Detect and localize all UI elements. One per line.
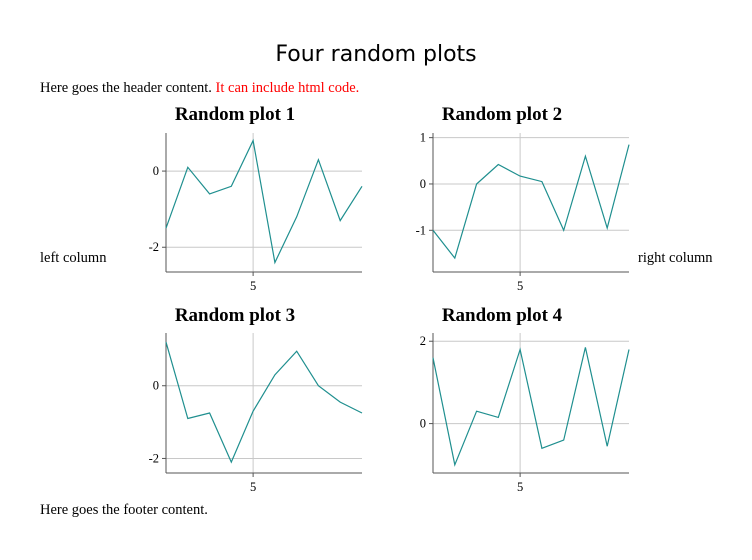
header-text: Here goes the header content. <box>40 80 212 96</box>
plot-3: Random plot 3 0 -2 5 <box>149 305 363 494</box>
y-tick-label: -2 <box>149 240 159 254</box>
y-tick-label: 0 <box>153 379 159 393</box>
plot-2: Random plot 2 1 0 -1 5 <box>416 104 630 293</box>
y-tick-label: 0 <box>153 164 159 178</box>
left-column-label: left column <box>40 250 107 266</box>
x-tick-label: 5 <box>517 480 523 494</box>
plot-title: Random plot 4 <box>442 305 563 326</box>
series-line <box>165 341 363 464</box>
series-line <box>432 347 630 467</box>
plot-4: Random plot 4 2 0 5 <box>420 305 630 494</box>
y-tick-label: -2 <box>149 451 159 465</box>
page-title: Four random plots <box>275 42 477 67</box>
x-tick-label: 5 <box>250 279 256 293</box>
y-tick-label: 0 <box>420 417 426 431</box>
x-tick-label: 5 <box>517 279 523 293</box>
y-tick-label: -1 <box>416 223 426 237</box>
y-tick-label: 2 <box>420 334 426 348</box>
y-tick-label: 0 <box>420 177 426 191</box>
y-tick-label: 1 <box>420 131 426 145</box>
plot-title: Random plot 2 <box>442 104 562 125</box>
plot-1: Random plot 1 0 -2 5 <box>149 104 363 293</box>
plot-title: Random plot 1 <box>175 104 295 125</box>
footer-content: Here goes the footer content. <box>40 502 208 518</box>
header-red-text: It can include html code. <box>215 80 360 96</box>
plot-title: Random plot 3 <box>175 305 295 326</box>
x-tick-label: 5 <box>250 480 256 494</box>
series-line <box>432 144 630 260</box>
series-line <box>165 138 363 265</box>
header-content: Here goes the header content. It can inc… <box>40 80 359 97</box>
right-column-label: right column <box>638 250 713 266</box>
